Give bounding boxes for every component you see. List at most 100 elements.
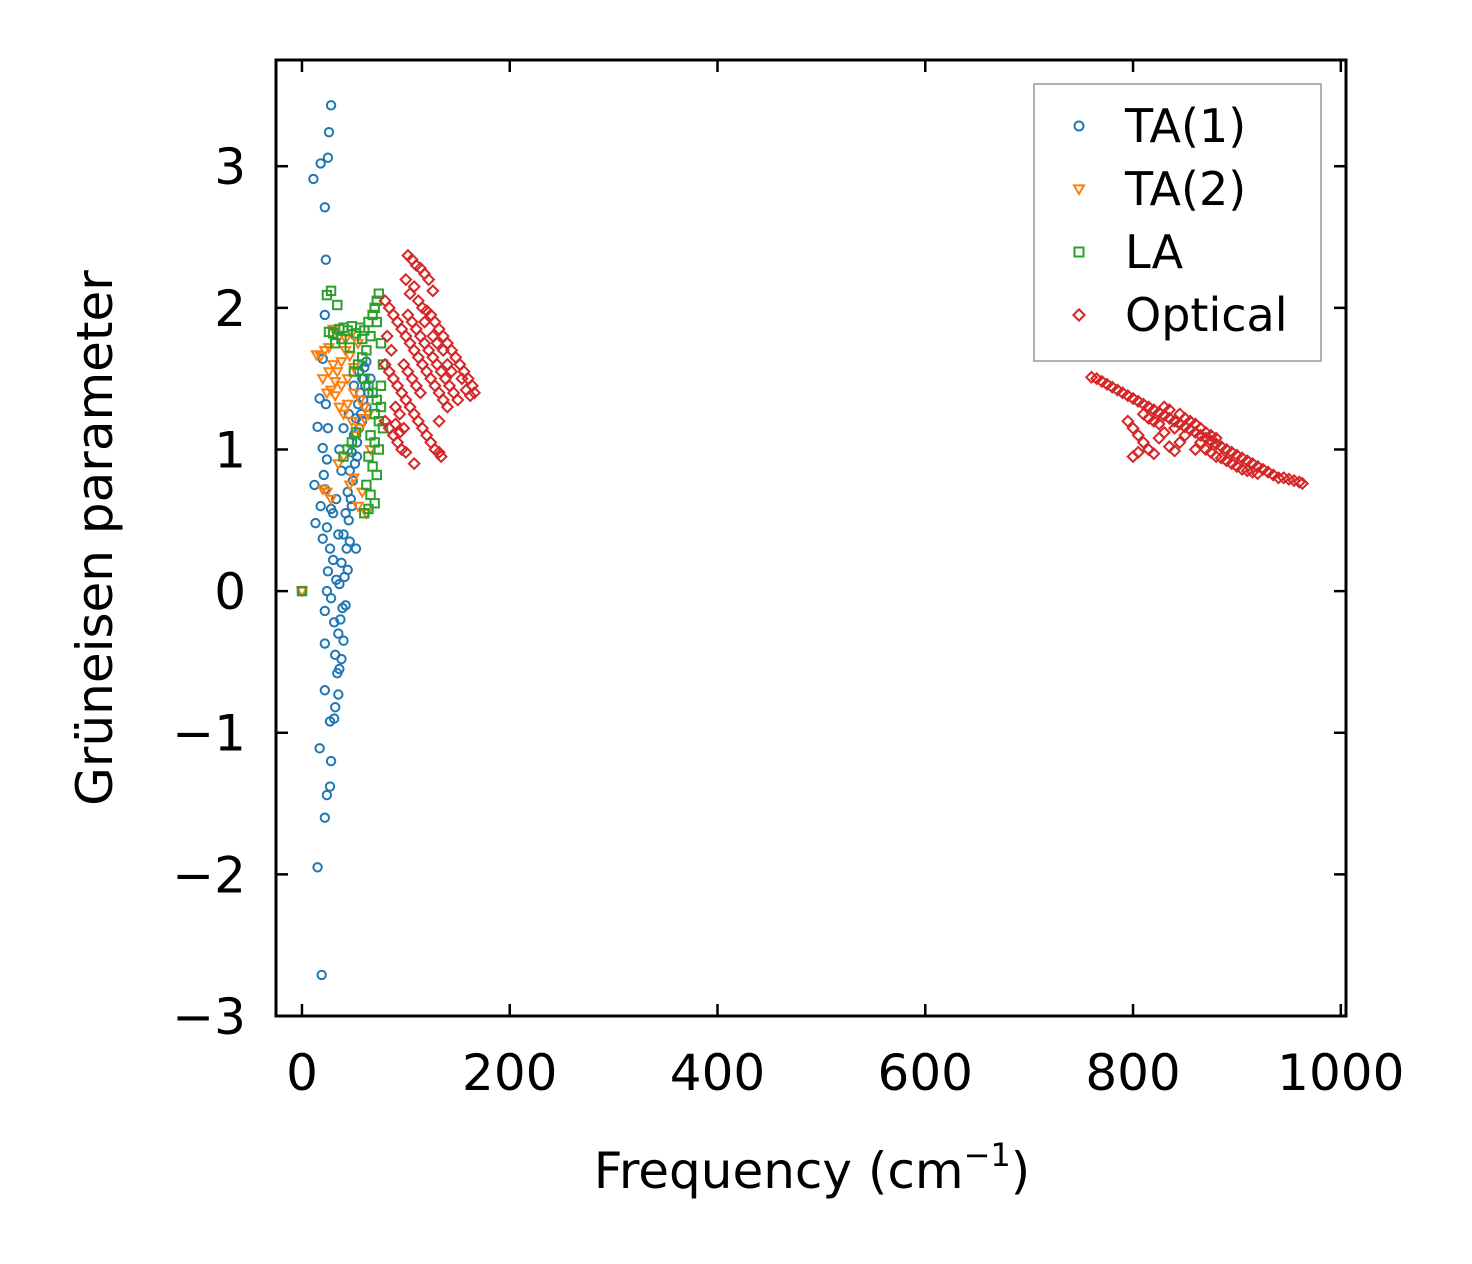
data-point	[310, 517, 321, 529]
data-point	[380, 329, 394, 343]
data-point	[1131, 445, 1145, 459]
data-point	[324, 543, 336, 554]
data-point	[440, 400, 455, 414]
legend-marker	[1071, 307, 1087, 323]
x-tick-label: 600	[878, 1044, 973, 1102]
legend-label: Optical	[1125, 288, 1287, 342]
data-point	[325, 592, 337, 604]
data-point	[324, 385, 338, 397]
series-la	[296, 285, 389, 597]
data-point	[436, 343, 450, 358]
data-point	[351, 451, 363, 462]
data-point	[336, 557, 347, 568]
data-point	[444, 364, 459, 379]
data-point	[351, 501, 365, 513]
legend-entries: TA(1) TA(2) LA Optical	[1071, 99, 1287, 342]
data-point	[322, 152, 334, 163]
data-point	[315, 500, 326, 512]
series-optical	[378, 248, 1310, 491]
data-point	[1178, 428, 1192, 442]
data-point	[1295, 476, 1310, 491]
data-point	[350, 427, 362, 438]
data-point	[363, 451, 374, 462]
data-point	[308, 173, 319, 185]
data-point	[312, 421, 323, 433]
data-point	[338, 423, 349, 434]
y-tick-label: 0	[214, 563, 246, 621]
data-point	[353, 395, 367, 407]
data-point	[333, 628, 344, 639]
y-tick-label: −3	[172, 988, 246, 1046]
data-point	[1167, 421, 1182, 435]
data-point	[318, 345, 332, 357]
data-points	[295, 100, 1310, 981]
data-point	[319, 812, 331, 823]
data-point	[1147, 447, 1161, 461]
data-point	[333, 402, 346, 414]
data-point	[325, 755, 337, 767]
legend: TA(1) TA(2) LA Optical	[1033, 83, 1322, 362]
x-axis-label: Frequency (cm−1)	[594, 1136, 1031, 1200]
data-point	[314, 393, 325, 404]
data-point	[323, 127, 335, 138]
data-point	[357, 413, 371, 425]
data-point	[347, 473, 361, 485]
data-point	[319, 309, 331, 321]
data-point	[330, 367, 344, 379]
data-point	[1157, 425, 1171, 440]
data-point	[312, 862, 323, 873]
data-point	[320, 388, 334, 400]
data-point	[350, 543, 362, 554]
x-tick-label: 800	[1085, 1044, 1180, 1102]
data-point	[369, 498, 380, 509]
plot-frame	[274, 58, 1348, 1018]
legend-label: TA(1)	[1124, 99, 1246, 153]
data-point	[459, 383, 473, 397]
data-point	[321, 522, 333, 533]
data-point	[1131, 428, 1145, 442]
legend-marker	[1073, 120, 1085, 132]
y-tick-label: −1	[172, 705, 246, 763]
data-point	[365, 373, 376, 384]
data-point	[1162, 403, 1177, 417]
data-point	[327, 508, 339, 519]
data-point	[1193, 435, 1208, 450]
legend-marker	[1072, 184, 1086, 196]
data-point	[375, 401, 387, 413]
data-point	[338, 529, 349, 540]
data-point	[296, 585, 308, 597]
data-point	[1209, 431, 1223, 445]
data-point	[317, 533, 328, 544]
data-point	[401, 364, 415, 379]
data-point	[359, 508, 370, 519]
data-point	[315, 158, 326, 169]
data-point	[316, 969, 327, 981]
data-point	[328, 713, 340, 724]
data-point	[343, 515, 354, 526]
legend-label: TA(2)	[1124, 162, 1246, 216]
data-point	[407, 279, 421, 294]
data-point	[373, 288, 385, 299]
data-point	[451, 393, 465, 407]
data-point	[316, 484, 330, 496]
data-point	[328, 391, 342, 403]
x-tick-label: 1000	[1277, 1044, 1404, 1102]
data-point	[318, 469, 329, 481]
data-point	[317, 442, 328, 454]
data-point	[325, 100, 337, 111]
data-point	[1136, 435, 1151, 450]
legend-marker	[1073, 246, 1085, 258]
data-point	[1188, 442, 1203, 457]
data-point	[1121, 414, 1135, 428]
data-point	[320, 487, 334, 499]
data-point	[407, 456, 421, 471]
data-point	[399, 445, 413, 459]
data-point	[319, 685, 331, 696]
data-point	[321, 454, 333, 465]
data-point	[348, 366, 360, 377]
data-point	[347, 388, 361, 400]
data-point	[314, 351, 328, 363]
data-point	[326, 360, 340, 372]
legend-label: LA	[1125, 225, 1184, 279]
